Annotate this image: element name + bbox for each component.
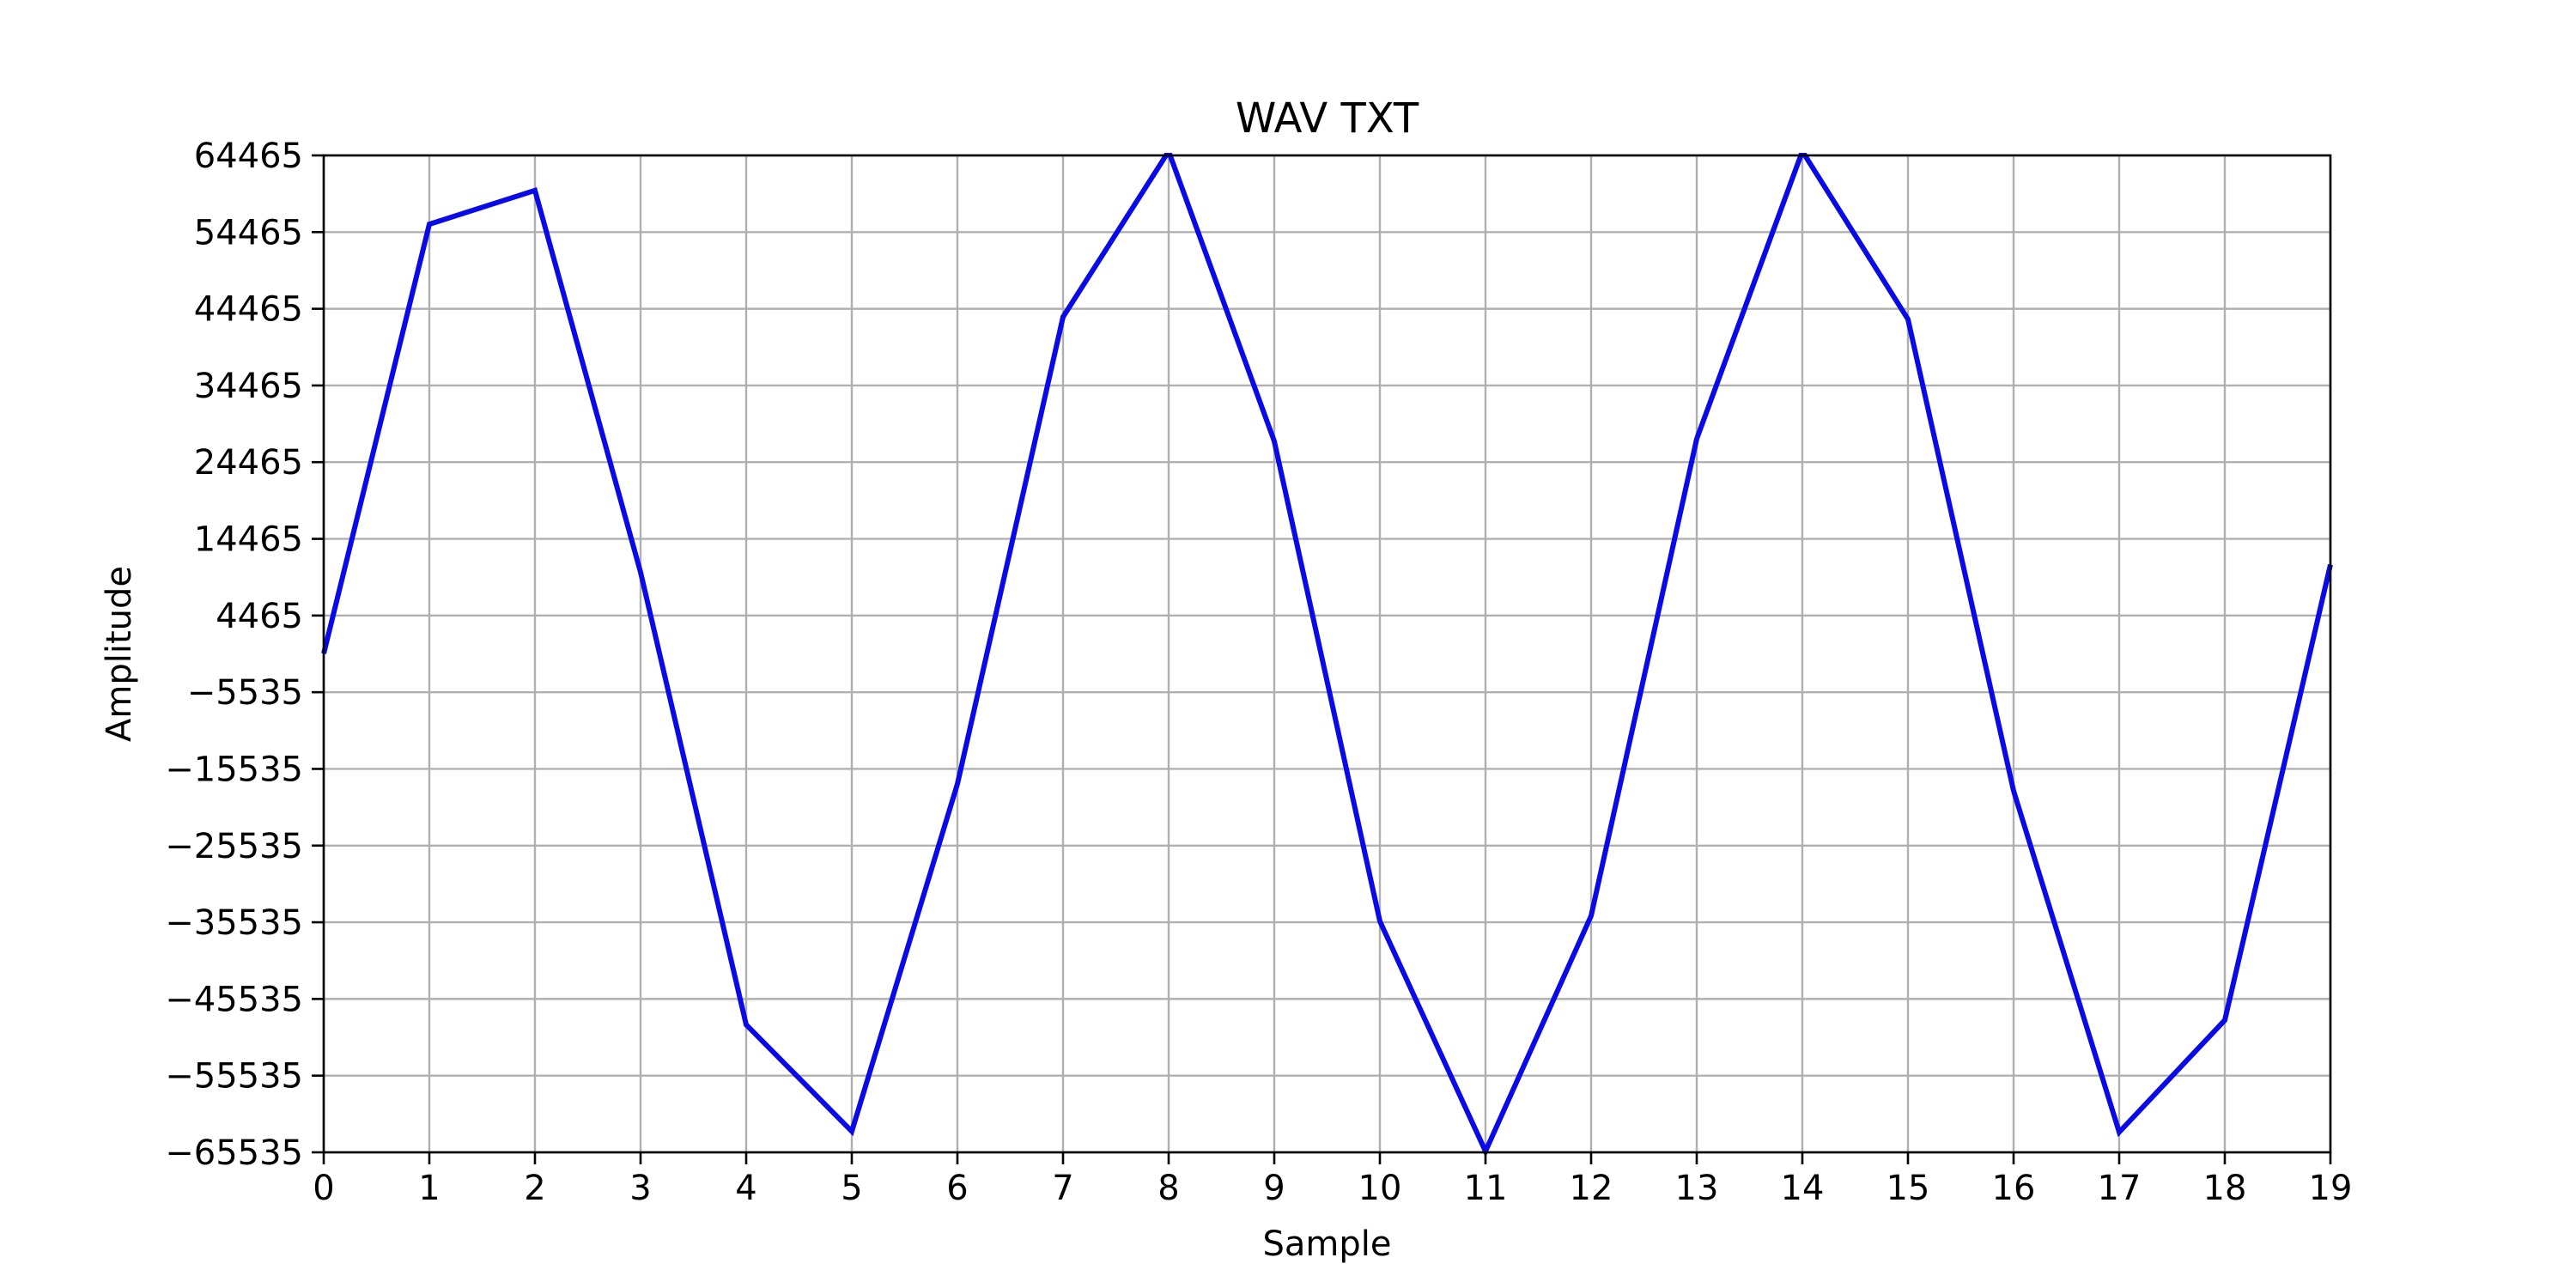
- x-tick-label: 2: [524, 1169, 545, 1208]
- y-tick-label: −35535: [165, 903, 303, 943]
- y-tick-label: −15535: [165, 750, 303, 789]
- chart-title: WAV TXT: [1236, 94, 1419, 143]
- grid-lines: [322, 154, 2332, 1154]
- x-tick-label: 5: [841, 1169, 862, 1208]
- x-tick-label: 19: [2309, 1169, 2353, 1208]
- y-tick-label: −65535: [165, 1133, 303, 1173]
- y-tick-label: 4465: [216, 597, 303, 636]
- y-tick-label: 34465: [194, 367, 303, 406]
- x-tick-label: 3: [629, 1169, 651, 1208]
- x-tick-label: 16: [1992, 1169, 2036, 1208]
- series-layer: [321, 151, 2333, 1155]
- y-tick-label: −5535: [187, 673, 303, 713]
- x-tick-label: 10: [1358, 1169, 1402, 1208]
- y-tick-label: −55535: [165, 1057, 303, 1097]
- x-tick-label: 1: [418, 1169, 440, 1208]
- x-tick-label: 7: [1052, 1169, 1073, 1208]
- x-tick-label: 13: [1675, 1169, 1719, 1208]
- x-tick-label: 0: [313, 1169, 334, 1208]
- x-tick-label: 9: [1263, 1169, 1285, 1208]
- x-tick-label: 17: [2098, 1169, 2142, 1208]
- x-tick-label: 12: [1570, 1169, 1613, 1208]
- y-tick-label: 14465: [194, 520, 303, 560]
- y-tick-label: 24465: [194, 443, 303, 483]
- plot-frame: [322, 154, 2332, 1154]
- x-tick-label: 11: [1464, 1169, 1508, 1208]
- y-tick-label: 64465: [194, 137, 303, 176]
- x-axis-label: Sample: [1263, 1224, 1392, 1264]
- y-tick-label: −45535: [165, 980, 303, 1019]
- x-tick-label: 4: [735, 1169, 756, 1208]
- x-tick-label: 15: [1886, 1169, 1930, 1208]
- x-tick-label: 14: [1781, 1169, 1825, 1208]
- series-line: [321, 153, 2333, 1155]
- y-tick-label: −25535: [165, 827, 303, 866]
- y-axis-label: Amplitude: [100, 566, 139, 742]
- axis-ticks: 0 1 2 3 4 5 6 7 8 9 10 11 12 13 14 15 16 17 18 19−65535−555…: [165, 137, 2352, 1208]
- x-tick-label: 18: [2203, 1169, 2247, 1208]
- x-tick-label: 6: [946, 1169, 968, 1208]
- y-tick-label: 54465: [194, 213, 303, 252]
- x-tick-label: 8: [1157, 1169, 1179, 1208]
- y-tick-label: 44465: [194, 290, 303, 330]
